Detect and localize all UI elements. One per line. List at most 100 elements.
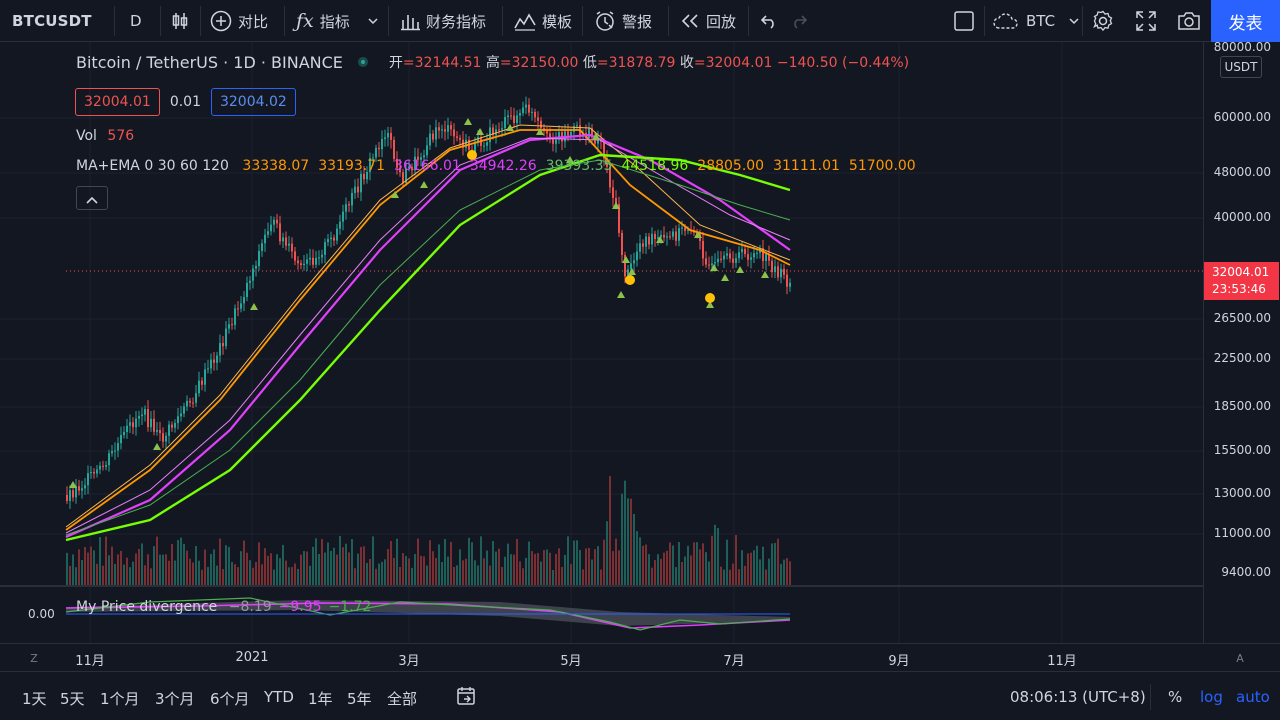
auto-toggle[interactable]: auto — [1236, 688, 1270, 706]
candle-body — [345, 204, 347, 212]
sell-button[interactable]: 32004.01 — [75, 88, 160, 116]
volume-bar — [573, 540, 575, 585]
candle-body — [66, 495, 68, 501]
buy-button[interactable]: 32004.02 — [210, 88, 296, 116]
time-axis[interactable]: Z 11月 2021 3月 5月 7月 9月 11月 A — [0, 643, 1280, 671]
candle-body — [438, 127, 440, 131]
range-button[interactable]: 5年 — [347, 690, 372, 708]
candle-body — [597, 138, 599, 144]
auto-scale-button[interactable]: A — [1236, 651, 1244, 665]
volume-bar — [312, 546, 314, 585]
templates-button[interactable]: 模板 — [514, 0, 572, 42]
symbol-title[interactable]: Bitcoin / TetherUS · 1D · BINANCE — [76, 52, 343, 72]
ma-line-60 — [65, 133, 791, 539]
volume-bar — [438, 544, 440, 585]
volume-bar — [333, 547, 335, 585]
interval-button[interactable]: D — [130, 12, 142, 30]
price-chart[interactable] — [0, 42, 1203, 643]
volume-bar — [624, 480, 626, 585]
zoom-button[interactable]: Z — [30, 651, 38, 665]
candle-body — [165, 435, 167, 442]
buy-signal-marker — [69, 481, 77, 488]
symbol-search-button[interactable]: BTCUSDT — [12, 12, 92, 30]
ohlc-values: 开=32144.51 高=32150.00 低=31878.79 收=32004… — [389, 52, 909, 72]
undo-button[interactable] — [760, 0, 778, 42]
volume-bar — [459, 549, 461, 585]
buy-signal-marker — [706, 301, 714, 308]
volume-bar — [765, 569, 767, 585]
clock-timezone[interactable]: 08:06:13 (UTC+8) — [1010, 688, 1146, 706]
volume-bar — [429, 540, 431, 585]
volume-bar — [588, 547, 590, 585]
open-label: 开 — [388, 55, 403, 71]
cloud-save-button[interactable]: BTC — [992, 0, 1079, 42]
candle-body — [741, 248, 743, 253]
volume-bar — [285, 560, 287, 585]
collapse-legend-button[interactable] — [76, 186, 108, 210]
volume-bar — [465, 558, 467, 585]
price-tick-label: 26500.00 — [1213, 311, 1271, 325]
oscillator-value: −8.19 — [228, 599, 272, 615]
volume-bar — [642, 545, 644, 585]
range-button[interactable]: 5天 — [60, 690, 85, 708]
publish-button[interactable]: 发表 — [1211, 0, 1280, 42]
toolbar-divider — [284, 6, 285, 36]
chart-canvas[interactable] — [0, 42, 1203, 643]
price-axis[interactable]: USDT 80000.00 60000.00 48000.00 40000.00 265… — [1203, 40, 1280, 643]
volume-bar — [69, 565, 71, 585]
volume-bar — [708, 561, 710, 585]
compare-button[interactable]: 对比 — [210, 0, 268, 42]
indicators-button[interactable]: ƒx 指标 — [296, 0, 378, 42]
volume-bar — [144, 565, 146, 585]
range-button[interactable]: 1年 — [308, 690, 333, 708]
settings-button[interactable] — [1092, 0, 1114, 42]
buy-signal-marker — [656, 236, 664, 243]
oscillator-axis: 0.00 — [0, 585, 66, 643]
chart-style-button[interactable] — [170, 0, 190, 42]
candle-body — [108, 453, 110, 466]
redo-button[interactable] — [790, 0, 808, 42]
fullscreen-button[interactable] — [1136, 0, 1156, 42]
candle-body — [243, 296, 245, 304]
log-toggle[interactable]: log — [1200, 688, 1223, 706]
layout-button[interactable] — [954, 0, 974, 42]
range-button[interactable]: 全部 — [387, 690, 418, 708]
goto-date-button[interactable] — [456, 686, 476, 710]
alert-button[interactable]: 警报 — [594, 0, 652, 42]
range-button[interactable]: 6个月 — [210, 690, 250, 708]
range-button[interactable]: 3个月 — [155, 690, 195, 708]
calendar-goto-icon — [456, 687, 476, 710]
snapshot-button[interactable] — [1177, 0, 1201, 42]
candle-body — [621, 232, 623, 256]
candle-body — [285, 237, 287, 246]
volume-bar — [210, 554, 212, 585]
range-button[interactable]: YTD — [264, 688, 294, 706]
volume-bar — [351, 539, 353, 585]
candle-body — [531, 111, 533, 113]
buy-signal-marker — [612, 202, 620, 209]
buy-signal-marker — [250, 303, 258, 310]
volume-bar — [462, 560, 464, 585]
oscillator-legend: My Price divergence −8.19 −9.95 −1.72 — [76, 599, 371, 615]
range-button[interactable]: 1天 — [22, 690, 47, 708]
percent-toggle[interactable]: % — [1168, 688, 1183, 706]
range-button[interactable]: 1个月 — [100, 690, 140, 708]
financials-button[interactable]: 财务指标 — [400, 0, 486, 42]
candle-body — [405, 168, 407, 183]
event-marker — [705, 293, 715, 303]
replay-button[interactable]: 回放 — [680, 0, 736, 42]
candle-body — [654, 233, 656, 239]
candle-body — [156, 429, 158, 432]
currency-unit-button[interactable]: USDT — [1220, 56, 1262, 78]
candle-body — [333, 237, 335, 241]
candle-body — [237, 308, 239, 310]
candle-body — [411, 166, 413, 171]
volume-bar — [396, 538, 398, 585]
low-value: =31878.79 — [596, 55, 676, 71]
low-label: 低 — [582, 55, 597, 71]
candle-body — [183, 406, 185, 414]
volume-bar — [207, 566, 209, 585]
volume-bar — [504, 556, 506, 585]
candle-body — [612, 187, 614, 198]
templates-icon — [514, 11, 536, 31]
